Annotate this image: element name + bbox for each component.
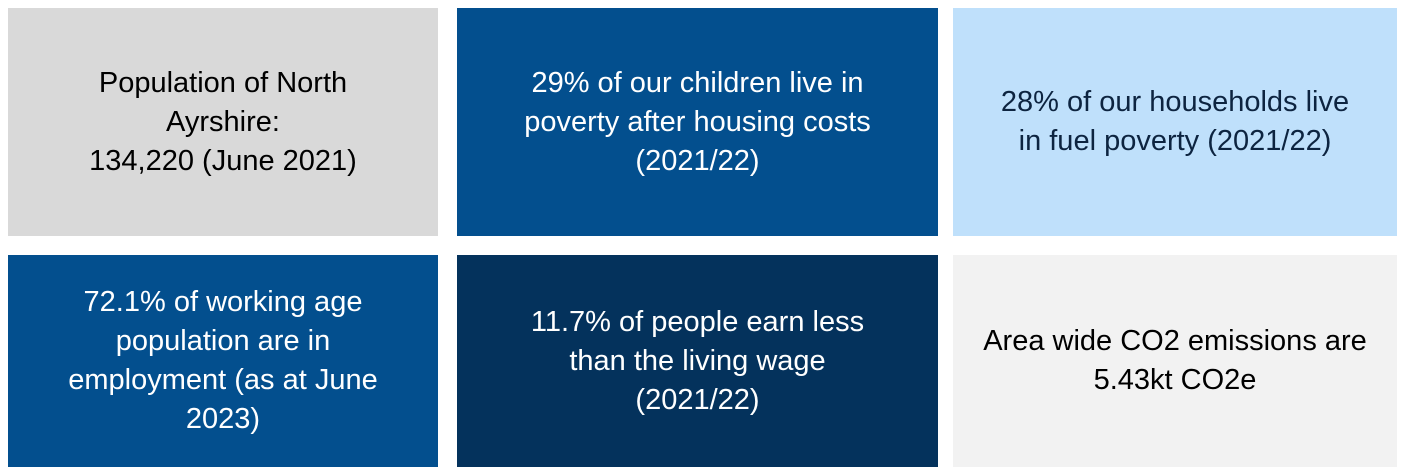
- stat-text: poverty after housing costs: [524, 105, 871, 138]
- stat-text: (2021/22): [635, 144, 760, 177]
- stat-text: in fuel poverty (2021/22): [1018, 125, 1332, 157]
- stat-tile: Area wide CO2 emissions are 5.43kt CO2e: [953, 255, 1397, 467]
- stat-text: 2023): [185, 403, 261, 435]
- stat-text: (2021/22): [635, 383, 760, 416]
- stat-tile: Population of North Ayrshire: 134,220 (Jun…: [8, 8, 438, 236]
- stat-text: 5.43kt CO2e: [1093, 364, 1257, 396]
- stat-text: than the living wage: [569, 344, 826, 377]
- stat-text: 29% of our children live in: [531, 66, 864, 99]
- stat-tile: 29% of our children live in poverty after…: [457, 8, 938, 236]
- stat-tile: 72.1% of working age population are in emp…: [8, 255, 438, 467]
- stat-tile: 11.7% of people earn less than the living…: [457, 255, 938, 467]
- stat-text: 28% of our households live: [1000, 86, 1350, 118]
- stat-text: Area wide CO2 emissions are: [983, 325, 1367, 357]
- stat-text: 11.7% of people earn less: [530, 305, 865, 338]
- stat-text: employment (as at June: [68, 364, 378, 396]
- stat-text: population are in: [115, 325, 331, 357]
- stat-text: 134,220 (June 2021): [89, 144, 357, 177]
- stat-text: Population of North: [98, 66, 348, 99]
- stat-text: 72.1% of working age: [83, 286, 363, 318]
- stat-tile: 28% of our households live in fuel povert…: [953, 8, 1397, 236]
- stat-text: Ayrshire:: [166, 105, 280, 138]
